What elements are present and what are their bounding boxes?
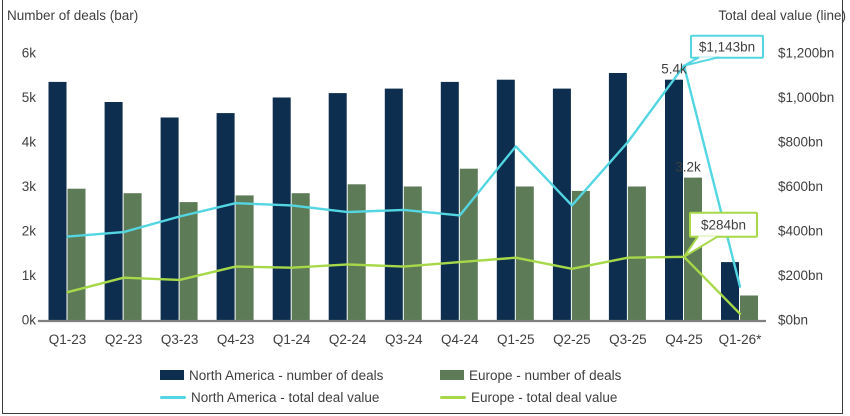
- annotation-label: 3.2k: [675, 160, 701, 175]
- callout-text: $284bn: [701, 218, 746, 233]
- x-axis-tick-label: Q1-26*: [719, 332, 763, 347]
- legend-label-europe-deals: Europe - number of deals: [469, 367, 622, 383]
- right-axis-tick-label: $200bn: [778, 268, 823, 283]
- bar-north-america-Q4-23: [216, 113, 235, 321]
- bar-north-america-Q4-25: [665, 79, 683, 321]
- annotation-label: 5.4k: [661, 62, 687, 77]
- bar-europe-Q3-25: [627, 186, 646, 321]
- left-axis-tick-label: 2k: [22, 224, 37, 239]
- legend-label-north-america-deals: North America - number of deals: [189, 367, 384, 383]
- left-axis-tick-label: 0k: [22, 313, 37, 328]
- bar-north-america-Q1-25: [496, 79, 515, 321]
- x-axis-tick-label: Q2-24: [329, 332, 367, 347]
- bar-north-america-Q2-23: [104, 102, 123, 321]
- x-axis-tick-label: Q2-23: [105, 332, 143, 347]
- right-axis-tick-label: $1,000bn: [778, 90, 834, 105]
- bar-europe-Q4-23: [235, 195, 254, 321]
- x-axis-tick-label: Q2-25: [553, 332, 591, 347]
- bar-europe-Q2-24: [347, 184, 366, 321]
- legend-swatch-europe-value: [440, 395, 466, 399]
- line-north-america-total-deal-value: [66, 64, 742, 288]
- bar-europe-Q3-24: [403, 186, 422, 321]
- legend-label-north-america-value: North America - total deal value: [191, 389, 380, 405]
- bar-europe-Q1-23: [67, 188, 86, 321]
- right-axis-tick-label: $0bn: [778, 313, 808, 328]
- callout-box: [689, 211, 758, 238]
- x-axis-tick-label: Q4-25: [665, 332, 703, 347]
- left-axis-tick-label: 3k: [22, 179, 37, 194]
- legend-label-europe-value: Europe - total deal value: [471, 389, 618, 405]
- x-axis-tick-label: Q1-24: [273, 332, 311, 347]
- bar-europe-Q2-23: [123, 193, 142, 321]
- x-axis-tick-label: Q1-25: [497, 332, 535, 347]
- x-axis-tick-label: Q3-23: [161, 332, 199, 347]
- bar-europe-Q1-24: [291, 193, 310, 321]
- left-axis-tick-label: 4k: [22, 135, 37, 150]
- left-axis-title: Number of deals (bar): [7, 8, 139, 23]
- bar-europe-Q1-26*: [740, 295, 758, 321]
- legend-item-north-america-value: North America - total deal value: [160, 389, 379, 405]
- legend-swatch-north-america-value: [160, 395, 186, 399]
- bar-north-america-Q4-24: [440, 81, 459, 322]
- legend-swatch-europe-deals: [440, 370, 464, 380]
- right-axis-tick-label: $800bn: [778, 135, 823, 150]
- right-axis-tick-label: $600bn: [778, 179, 823, 194]
- bar-north-america-Q2-25: [552, 88, 571, 321]
- bar-europe-Q3-23: [179, 202, 198, 321]
- bar-europe-Q1-25: [515, 186, 534, 321]
- bar-north-america-Q1-24: [272, 97, 291, 321]
- x-axis-tick-label: Q1-23: [49, 332, 87, 347]
- x-axis-tick-label: Q3-24: [385, 332, 423, 347]
- callout-pointer: [683, 235, 719, 258]
- legend-swatch-north-america-deals: [160, 370, 184, 380]
- x-axis-tick-label: Q4-24: [441, 332, 479, 347]
- bar-north-america-Q1-26*: [721, 262, 739, 321]
- bar-north-america-Q1-23: [48, 81, 67, 322]
- line-europe-total-deal-value: [66, 255, 742, 315]
- x-axis-tick-label: Q4-23: [217, 332, 255, 347]
- bar-north-america-Q3-25: [608, 73, 627, 321]
- right-axis-title: Total deal value (line): [718, 8, 846, 23]
- callout-pointer: [683, 56, 720, 67]
- callout-box: [690, 34, 764, 59]
- left-axis-tick-label: 6k: [22, 46, 37, 61]
- x-axis-tick-label: Q3-25: [609, 332, 647, 347]
- legend-item-north-america-deals: North America - number of deals: [160, 367, 383, 383]
- left-axis-tick-label: 5k: [22, 90, 37, 105]
- right-axis-tick-label: $1,200bn: [778, 46, 834, 61]
- left-axis-tick-label: 1k: [22, 268, 37, 283]
- bar-north-america-Q2-24: [328, 93, 347, 321]
- bar-north-america-Q3-24: [384, 88, 403, 321]
- right-axis-tick-label: $400bn: [778, 224, 823, 239]
- bar-europe-Q2-25: [571, 190, 590, 321]
- bar-europe-Q4-24: [459, 168, 478, 321]
- legend-item-europe-value: Europe - total deal value: [440, 389, 617, 405]
- callout-text: $1,143bn: [699, 40, 755, 55]
- legend-item-europe-deals: Europe - number of deals: [440, 367, 621, 383]
